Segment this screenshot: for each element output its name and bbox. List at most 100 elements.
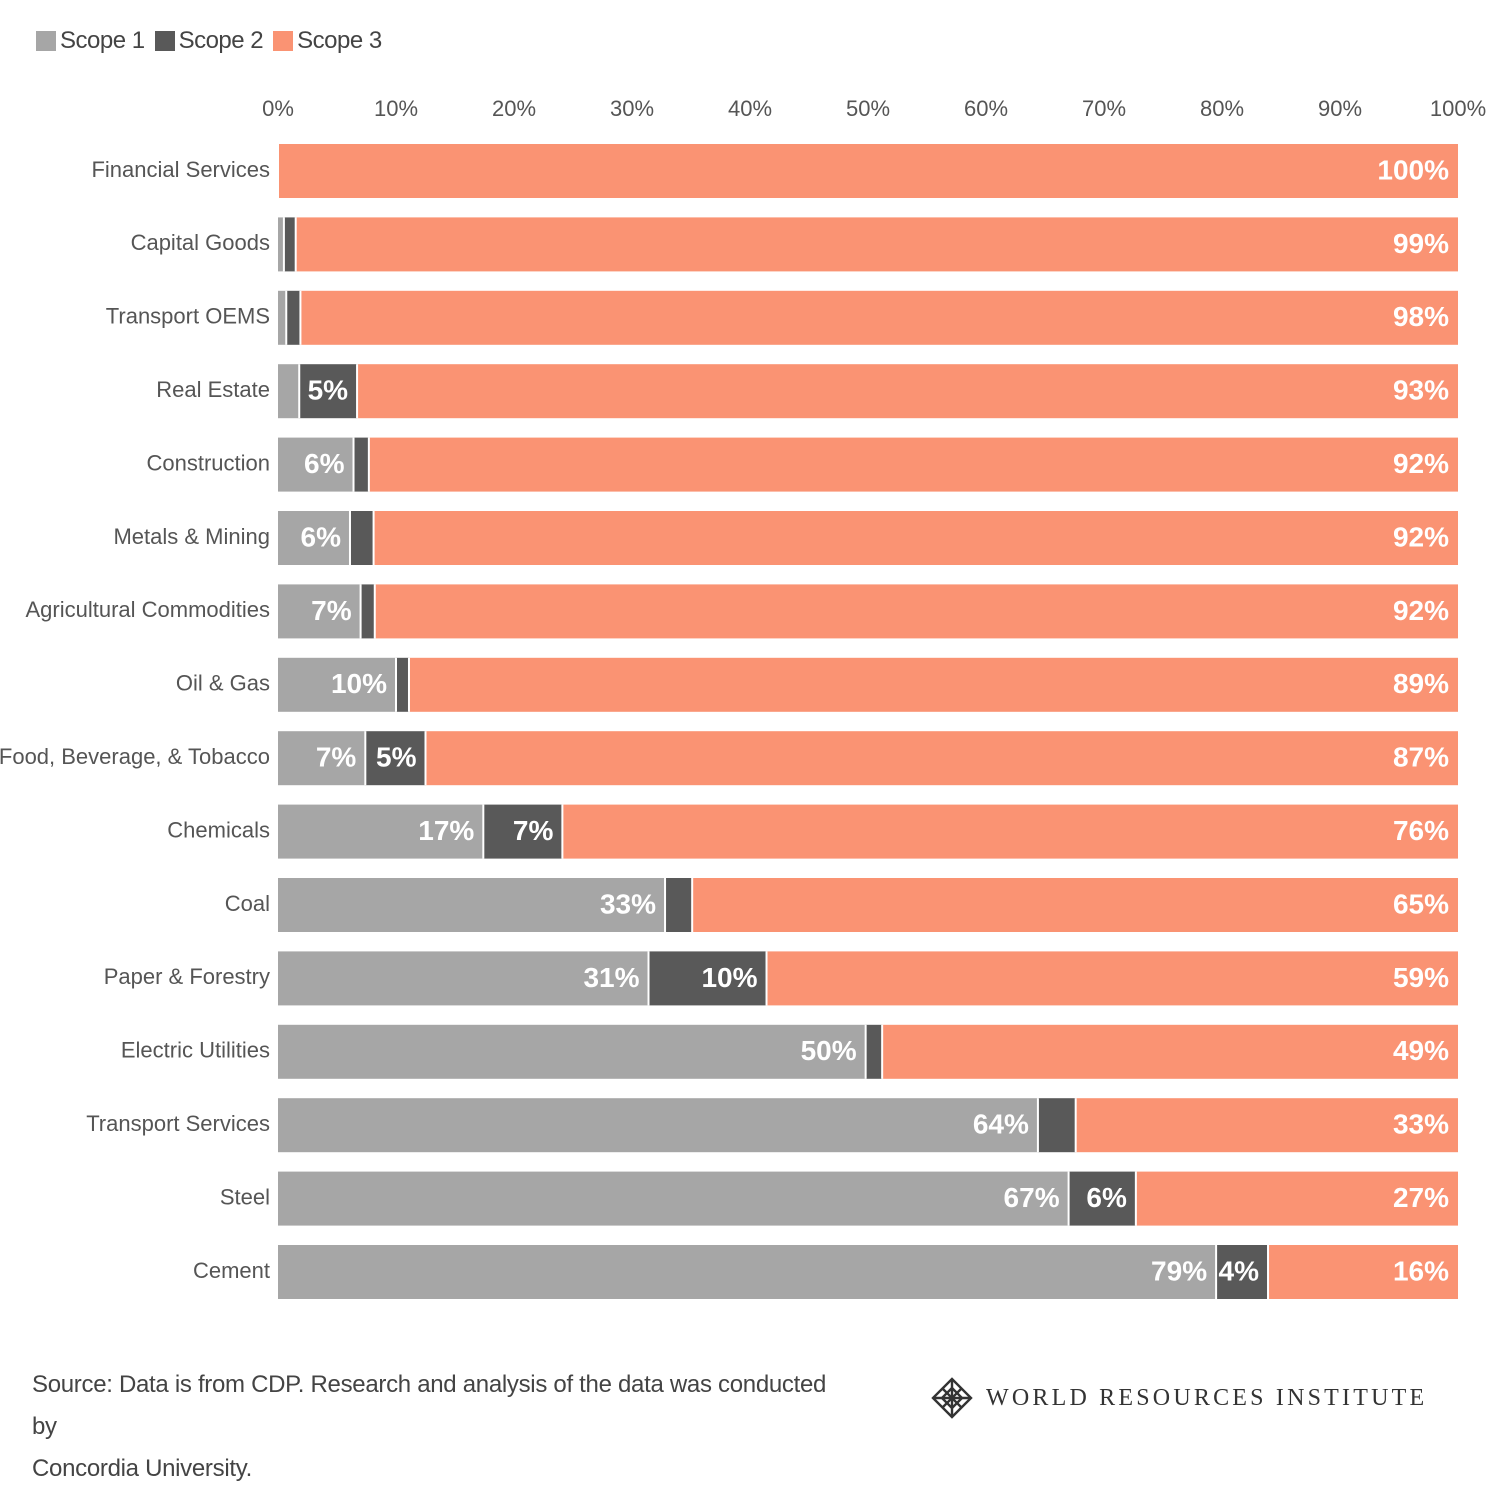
data-label: 92% xyxy=(1393,595,1449,626)
bar-segment-scope-2 xyxy=(665,878,693,932)
segment-separator xyxy=(352,437,355,492)
data-label: 65% xyxy=(1393,888,1449,919)
bar-segment-scope-3 xyxy=(766,951,1458,1006)
bar-segment-scope-1 xyxy=(278,1024,866,1079)
segment-separator xyxy=(294,217,297,272)
data-label: 7% xyxy=(311,595,352,626)
segment-separator xyxy=(864,1024,867,1079)
category-label: Transport OEMS xyxy=(106,304,270,329)
segment-separator xyxy=(348,511,351,565)
data-label: 89% xyxy=(1393,668,1449,699)
x-tick-label: 40% xyxy=(728,96,772,121)
segment-separator xyxy=(356,364,359,419)
bar-segment-scope-2 xyxy=(286,290,301,345)
segment-separator xyxy=(561,804,564,859)
bar-segment-scope-2 xyxy=(483,804,563,859)
x-tick-label: 70% xyxy=(1082,96,1126,121)
segment-separator xyxy=(372,511,375,565)
bar-segment-scope-1 xyxy=(278,364,300,419)
category-label: Financial Services xyxy=(91,157,270,182)
segment-separator xyxy=(482,804,485,859)
data-label: 5% xyxy=(308,375,349,406)
bar-segment-scope-1 xyxy=(278,804,484,859)
bar-segment-scope-1 xyxy=(278,951,649,1006)
data-label: 16% xyxy=(1393,1255,1449,1286)
bar-segment-scope-2 xyxy=(1216,1245,1269,1299)
bar-segment-scope-1 xyxy=(278,437,354,492)
data-label: 50% xyxy=(801,1035,857,1066)
data-label: 10% xyxy=(701,962,757,993)
bar-segment-scope-3 xyxy=(300,290,1458,345)
legend-label: Scope 3 xyxy=(297,27,382,54)
bar-segment-scope-2 xyxy=(353,437,369,492)
bar-segment-scope-3 xyxy=(1268,1245,1458,1299)
data-label: 99% xyxy=(1393,228,1449,259)
data-label: 49% xyxy=(1393,1035,1449,1066)
bar-segment-scope-2 xyxy=(349,511,374,565)
segment-separator xyxy=(395,657,397,712)
segment-separator xyxy=(1267,1245,1270,1299)
segment-separator xyxy=(765,951,768,1006)
bar-segment-scope-1 xyxy=(278,731,366,786)
bar-segment-scope-3 xyxy=(1135,1171,1458,1226)
category-label: Oil & Gas xyxy=(176,671,270,696)
category-label: Metals & Mining xyxy=(113,524,270,549)
bar-segment-scope-1 xyxy=(278,657,396,712)
segment-separator xyxy=(277,144,279,198)
x-tick-label: 50% xyxy=(846,96,890,121)
segment-separator xyxy=(1074,1098,1077,1153)
data-label: 67% xyxy=(1004,1182,1060,1213)
segment-separator xyxy=(407,657,410,712)
data-label: 10% xyxy=(331,668,387,699)
x-tick-label: 80% xyxy=(1200,96,1244,121)
x-tick-label: 30% xyxy=(610,96,654,121)
wri-logo: WORLD RESOURCES INSTITUTE xyxy=(930,1376,1427,1420)
bar-segment-scope-3 xyxy=(373,511,1459,565)
segment-separator xyxy=(359,584,362,639)
bar-segment-scope-1 xyxy=(278,1171,1069,1226)
bar-segment-scope-3 xyxy=(408,657,1459,712)
segment-separator xyxy=(299,290,302,345)
category-label: Construction xyxy=(146,450,270,475)
data-label: 79% xyxy=(1151,1255,1207,1286)
segment-separator xyxy=(373,584,376,639)
data-label: 6% xyxy=(301,521,342,552)
data-label: 7% xyxy=(316,742,357,773)
bar-segment-scope-1 xyxy=(278,1098,1038,1153)
data-label: 5% xyxy=(376,742,417,773)
legend-swatch xyxy=(36,31,56,51)
source-line-1: Source: Data is from CDP. Research and a… xyxy=(32,1371,827,1440)
bar-segment-scope-2 xyxy=(648,951,767,1006)
bar-segment-scope-3 xyxy=(425,731,1458,786)
segment-separator xyxy=(1215,1245,1218,1299)
legend-item-scope-1: Scope 1 xyxy=(36,27,145,55)
wri-logo-text: WORLD RESOURCES INSTITUTE xyxy=(986,1384,1428,1411)
category-label: Food, Beverage, & Tobacco xyxy=(0,744,270,769)
bar-segment-scope-2 xyxy=(365,731,426,786)
bar-segment-scope-3 xyxy=(295,217,1459,272)
x-tick-label: 20% xyxy=(492,96,536,121)
legend-item-scope-2: Scope 2 xyxy=(154,27,264,55)
x-tick-label: 10% xyxy=(374,96,418,121)
segment-separator xyxy=(364,731,367,786)
data-label: 33% xyxy=(1393,1109,1449,1140)
segment-separator xyxy=(1036,1098,1039,1153)
category-label: Steel xyxy=(220,1184,270,1209)
bar-segment-scope-1 xyxy=(278,511,350,565)
data-label: 17% xyxy=(418,815,474,846)
category-label: Capital Goods xyxy=(131,230,270,255)
category-label: Transport Services xyxy=(86,1111,270,1136)
bar-segment-scope-3 xyxy=(692,878,1458,932)
legend: Scope 1 Scope 2 Scope 3 xyxy=(36,26,392,56)
segment-separator xyxy=(881,1024,884,1079)
source-note: Source: Data is from CDP. Research and a… xyxy=(32,1364,832,1490)
x-tick-label: 100% xyxy=(1430,96,1486,121)
data-label: 31% xyxy=(583,962,639,993)
data-label: 7% xyxy=(513,815,554,846)
bar-segment-scope-2 xyxy=(360,584,375,639)
bar-segment-scope-3 xyxy=(278,144,1458,198)
segment-separator xyxy=(298,364,301,419)
bar-segment-scope-1 xyxy=(278,1245,1217,1299)
bar-segment-scope-2 xyxy=(1037,1098,1076,1153)
data-label: 93% xyxy=(1393,375,1449,406)
